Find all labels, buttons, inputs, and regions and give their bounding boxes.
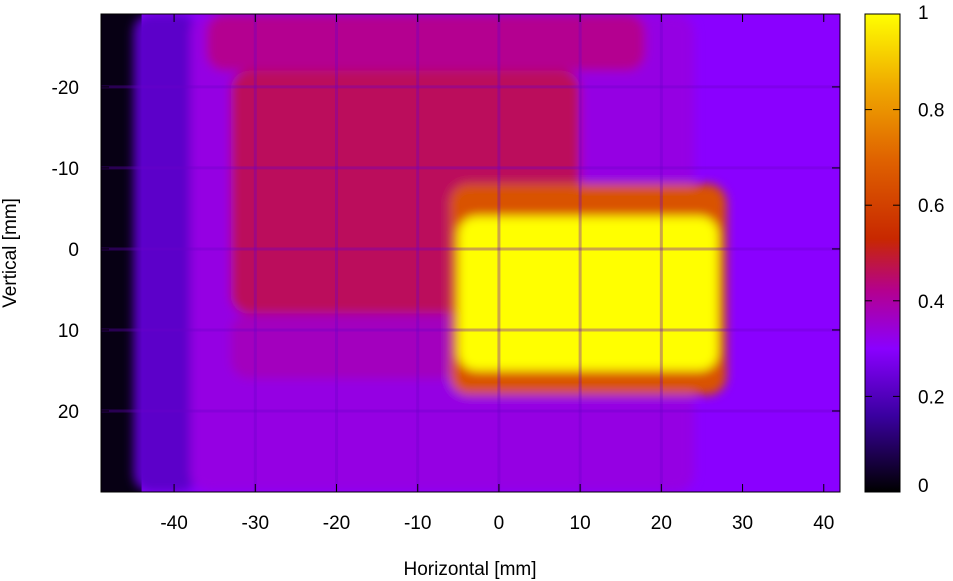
colorbar: 0 0.2 0.4 0.6 0.8 1 xyxy=(864,3,945,497)
heatmap-region xyxy=(133,14,199,492)
colorbar-gradient xyxy=(864,13,901,493)
heatmap-region xyxy=(206,14,646,71)
y-tick-label: -10 xyxy=(52,159,79,180)
x-tick-label: 10 xyxy=(570,513,591,534)
y-axis-label: Vertical [mm] xyxy=(0,198,21,308)
x-tick-label: 20 xyxy=(651,513,672,534)
x-axis-label: Horizontal [mm] xyxy=(403,559,536,580)
heatmap-area xyxy=(101,14,840,492)
colorbar-tick-label: 0.8 xyxy=(918,101,944,122)
y-axis: -20 -10 0 10 20 xyxy=(52,78,840,423)
y-tick-label: 10 xyxy=(58,321,79,342)
x-axis: -40 -30 -20 -10 0 10 20 30 40 xyxy=(160,14,834,534)
y-tick-label: 20 xyxy=(58,402,79,423)
plot-frame xyxy=(100,13,841,493)
x-tick-label: -30 xyxy=(242,513,269,534)
colorbar-tick-label: 0 xyxy=(918,476,929,497)
heatmap-region xyxy=(458,216,719,371)
colorbar-tick-label: 1 xyxy=(918,3,929,24)
x-tick-label: 40 xyxy=(813,513,834,534)
x-tick-label: -40 xyxy=(160,513,187,534)
x-tick-label: -20 xyxy=(323,513,350,534)
colorbar-tick-label: 0.6 xyxy=(918,196,944,217)
colorbar-tick-label: 0.4 xyxy=(918,292,945,313)
colorbar-ticks: 0 0.2 0.4 0.6 0.8 1 xyxy=(865,3,945,497)
y-tick-label: -20 xyxy=(52,78,79,99)
x-tick-label: 0 xyxy=(494,513,505,534)
x-tick-label: 30 xyxy=(732,513,753,534)
x-tick-label: -10 xyxy=(404,513,431,534)
y-tick-label: 0 xyxy=(68,240,79,261)
colorbar-tick-label: 0.2 xyxy=(918,387,944,408)
heatmap-region xyxy=(230,313,459,379)
